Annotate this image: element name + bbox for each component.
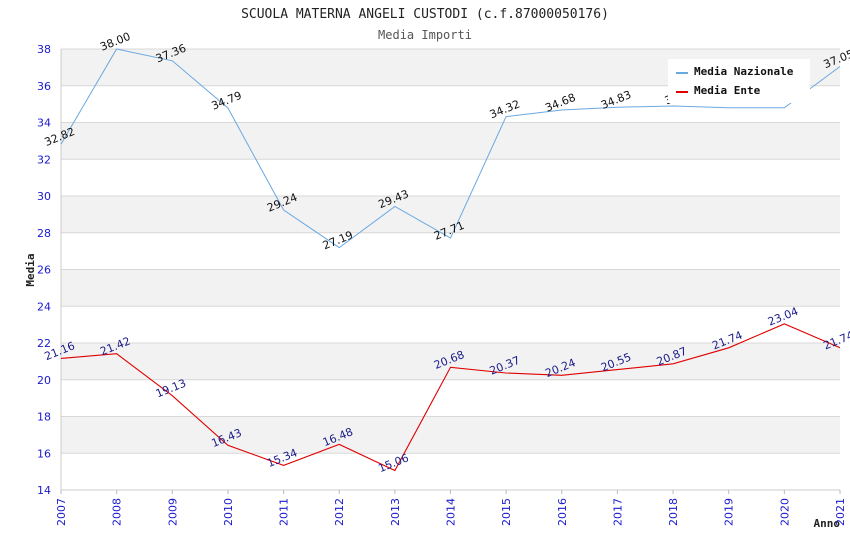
chart-subtitle: Media Importi <box>378 28 472 42</box>
x-tick-label: 2015 <box>500 498 513 526</box>
plot-band <box>61 453 840 490</box>
plot-band <box>61 122 840 160</box>
y-tick-label: 14 <box>37 484 51 497</box>
y-tick-label: 38 <box>37 43 51 56</box>
chart-title: SCUOLA MATERNA ANGELI CUSTODI (c.f.87000… <box>241 7 609 22</box>
plot-band <box>61 269 840 307</box>
legend: Media Nazionale Media Ente <box>668 59 810 103</box>
x-axis-ticks: 2007 2008 2009 2010 2011 2012 2013 2014 2015 2016… <box>55 490 847 526</box>
x-tick-label: 2009 <box>166 498 179 526</box>
x-tick-label: 2014 <box>445 498 458 526</box>
plot-band <box>61 343 840 380</box>
y-tick-label: 18 <box>37 411 51 424</box>
plot-background-bands <box>61 49 840 490</box>
y-tick-label: 24 <box>37 300 51 313</box>
plot-band <box>61 232 840 270</box>
x-tick-label: 2018 <box>667 498 680 526</box>
y-tick-label: 36 <box>37 80 51 93</box>
y-axis-label: Media <box>24 253 37 286</box>
y-tick-label: 28 <box>37 227 51 240</box>
x-tick-label: 2020 <box>778 498 791 526</box>
x-tick-label: 2013 <box>389 498 402 526</box>
plot-band <box>61 416 840 454</box>
y-tick-label: 30 <box>37 190 51 203</box>
series-line-media-ente <box>60 323 841 472</box>
series-line-media-nazionale <box>60 48 841 249</box>
y-tick-label: 32 <box>37 153 51 166</box>
x-tick-label: 2021 <box>834 498 847 526</box>
x-tick-label: 2016 <box>556 498 569 526</box>
y-tick-label: 16 <box>37 447 51 460</box>
x-tick-label: 2012 <box>333 498 346 526</box>
x-tick-label: 2010 <box>222 498 235 526</box>
legend-label: Media Ente <box>694 84 761 97</box>
legend-box <box>668 59 810 103</box>
plot-band <box>61 379 840 417</box>
x-tick-label: 2019 <box>723 498 736 526</box>
x-tick-label: 2011 <box>278 498 291 526</box>
y-tick-label: 22 <box>37 337 51 350</box>
x-tick-label: 2017 <box>611 498 624 526</box>
y-tick-label: 26 <box>37 264 51 277</box>
y-tick-label: 20 <box>37 374 51 387</box>
x-tick-label: 2007 <box>55 498 68 526</box>
plot-band <box>61 159 840 196</box>
y-axis-ticks: 14 16 18 20 22 24 26 28 30 32 34 36 38 <box>37 43 51 497</box>
x-tick-label: 2008 <box>111 498 124 526</box>
plot-band <box>61 196 840 233</box>
y-tick-label: 34 <box>37 117 51 130</box>
x-axis-label: Anno <box>814 517 841 530</box>
series-lines <box>60 48 841 472</box>
plot-band <box>61 306 840 343</box>
legend-label: Media Nazionale <box>694 65 794 78</box>
